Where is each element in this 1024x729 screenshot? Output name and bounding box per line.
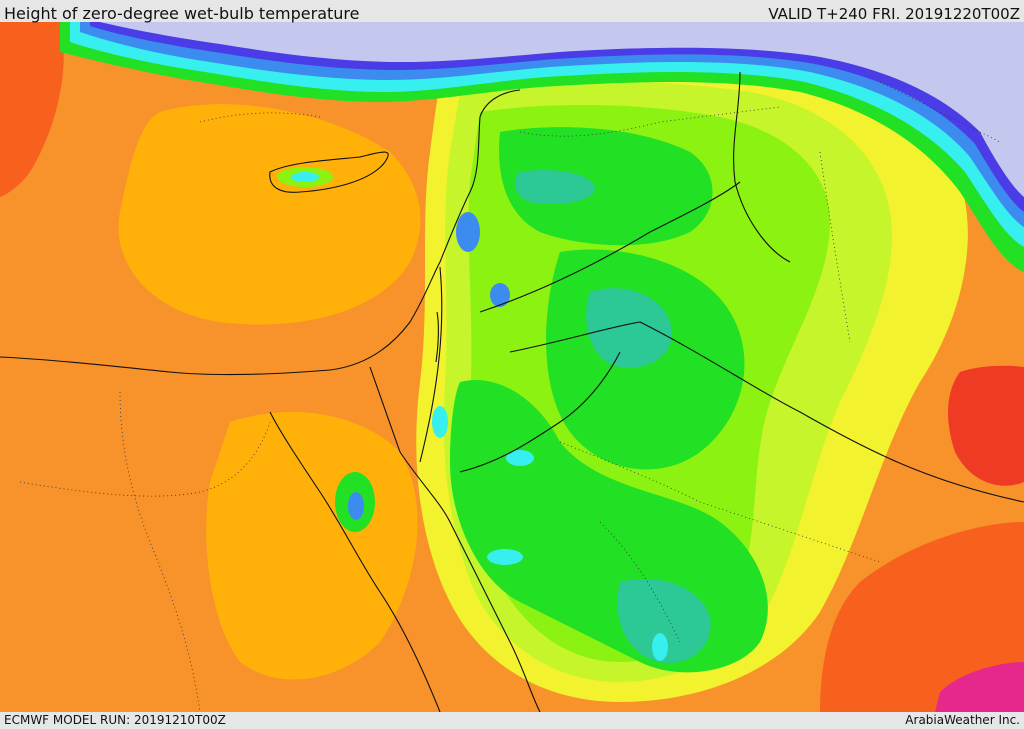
field-cyan-blob [652, 633, 668, 661]
field-sinai-core [348, 492, 364, 520]
field-north-lavender [100, 22, 1024, 197]
province-borders [19, 81, 1001, 712]
field-hermon-core [490, 283, 510, 307]
map-header: Height of zero-degree wet-bulb temperatu… [0, 0, 1024, 23]
field-north-blue-band [80, 22, 1024, 227]
field-teal-north [514, 170, 595, 204]
border-saudi-iraq [509, 321, 1024, 503]
model-run: ECMWF MODEL RUN: 20191210T00Z [4, 713, 226, 727]
field-deep-orange-west [0, 22, 64, 197]
map-title: Height of zero-degree wet-bulb temperatu… [4, 4, 360, 23]
valid-time: VALID T+240 FRI. 20191220T00Z [768, 5, 1020, 23]
credit: ArabiaWeather Inc. [905, 713, 1020, 727]
field-red-east [948, 365, 1024, 486]
border-jordan [419, 266, 443, 463]
weather-map[interactable] [0, 22, 1024, 712]
border-iraq-iran [733, 71, 791, 263]
field-cyan-blob [432, 406, 448, 438]
field-teal-central [586, 288, 672, 368]
field-teal-south [617, 578, 711, 663]
border-iraq-syria [479, 181, 741, 313]
coastline-mediterranean [0, 89, 521, 376]
field-north-cyan-band [70, 22, 1024, 247]
coastline-aqaba [399, 451, 541, 712]
border-saudi-jordan [459, 351, 621, 473]
border-egypt-israel [369, 366, 401, 453]
province-border [199, 112, 321, 123]
field-amber-egypt [118, 104, 421, 325]
coastline-red-sea [269, 411, 441, 712]
field-cyan-blob [487, 549, 523, 565]
province-border [819, 151, 851, 343]
province-border [559, 441, 881, 563]
field-cyprus-core [291, 172, 319, 182]
coastline-cyprus [269, 151, 389, 193]
wet-bulb-field [0, 22, 1024, 712]
field-lebanon-core [456, 212, 480, 252]
map-footer: ECMWF MODEL RUN: 20191210T00Z ArabiaWeat… [0, 712, 1024, 729]
field-cyan-blob [506, 450, 534, 466]
field-deep-orange-southeast [820, 522, 1024, 712]
province-border [119, 391, 201, 712]
country-borders [0, 71, 1024, 712]
coastline-dead-sea [435, 311, 439, 363]
field-green-north [499, 127, 713, 246]
province-border [599, 521, 681, 643]
field-magenta [935, 662, 1024, 712]
